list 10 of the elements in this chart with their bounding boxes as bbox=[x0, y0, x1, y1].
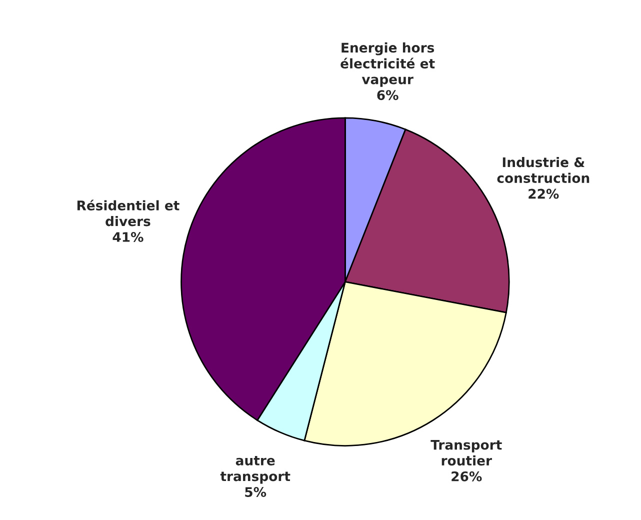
data-label: 41% bbox=[112, 232, 144, 242]
data-label: 26% bbox=[452, 471, 482, 482]
data-label: 5% bbox=[245, 487, 266, 498]
slice-label: autre transport bbox=[220, 456, 290, 484]
slice-label: Transport routier bbox=[430, 440, 502, 466]
slice-label: Industrie & construction bbox=[497, 157, 590, 184]
data-label: 6% bbox=[377, 90, 398, 100]
slice-label: Résidentiel et divers bbox=[77, 200, 180, 226]
slice-label: Energie hors électricité et vapeur bbox=[340, 42, 435, 87]
data-label: 22% bbox=[528, 188, 559, 199]
